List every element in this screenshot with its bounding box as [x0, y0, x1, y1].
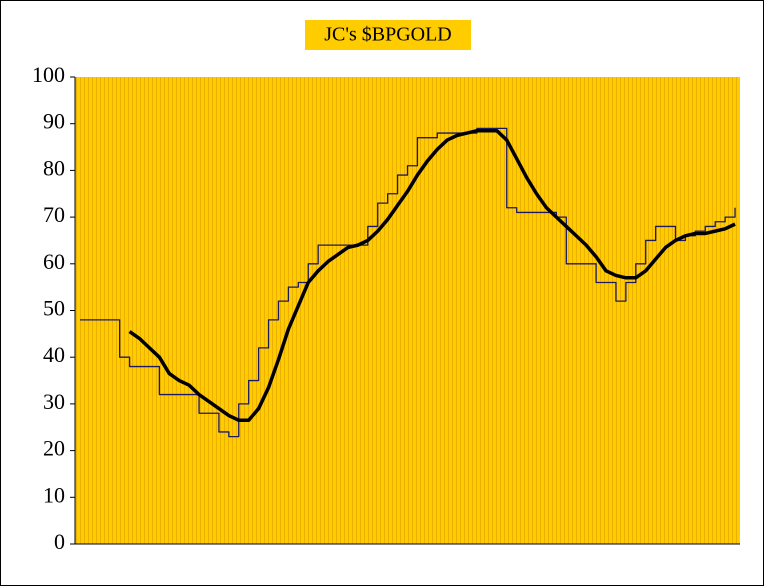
- chart-title: JC's $BPGOLD: [324, 24, 452, 46]
- y-tick-label: 0: [54, 529, 65, 554]
- plot-grid: [75, 77, 740, 544]
- y-tick-label: 90: [43, 109, 65, 134]
- y-tick-label: 10: [43, 482, 65, 507]
- y-tick-label: 50: [43, 296, 65, 321]
- average-line: [128, 128, 736, 422]
- y-tick-label: 60: [43, 249, 65, 274]
- y-tick-label: 100: [32, 62, 65, 87]
- title-box: [305, 20, 471, 50]
- y-tick-label: 20: [43, 436, 65, 461]
- y-tick-label: 40: [43, 342, 65, 367]
- y-tick-label: 80: [43, 155, 65, 180]
- y-tick-label: 30: [43, 389, 65, 414]
- step-line: [79, 127, 736, 438]
- y-tick-label: 70: [43, 202, 65, 227]
